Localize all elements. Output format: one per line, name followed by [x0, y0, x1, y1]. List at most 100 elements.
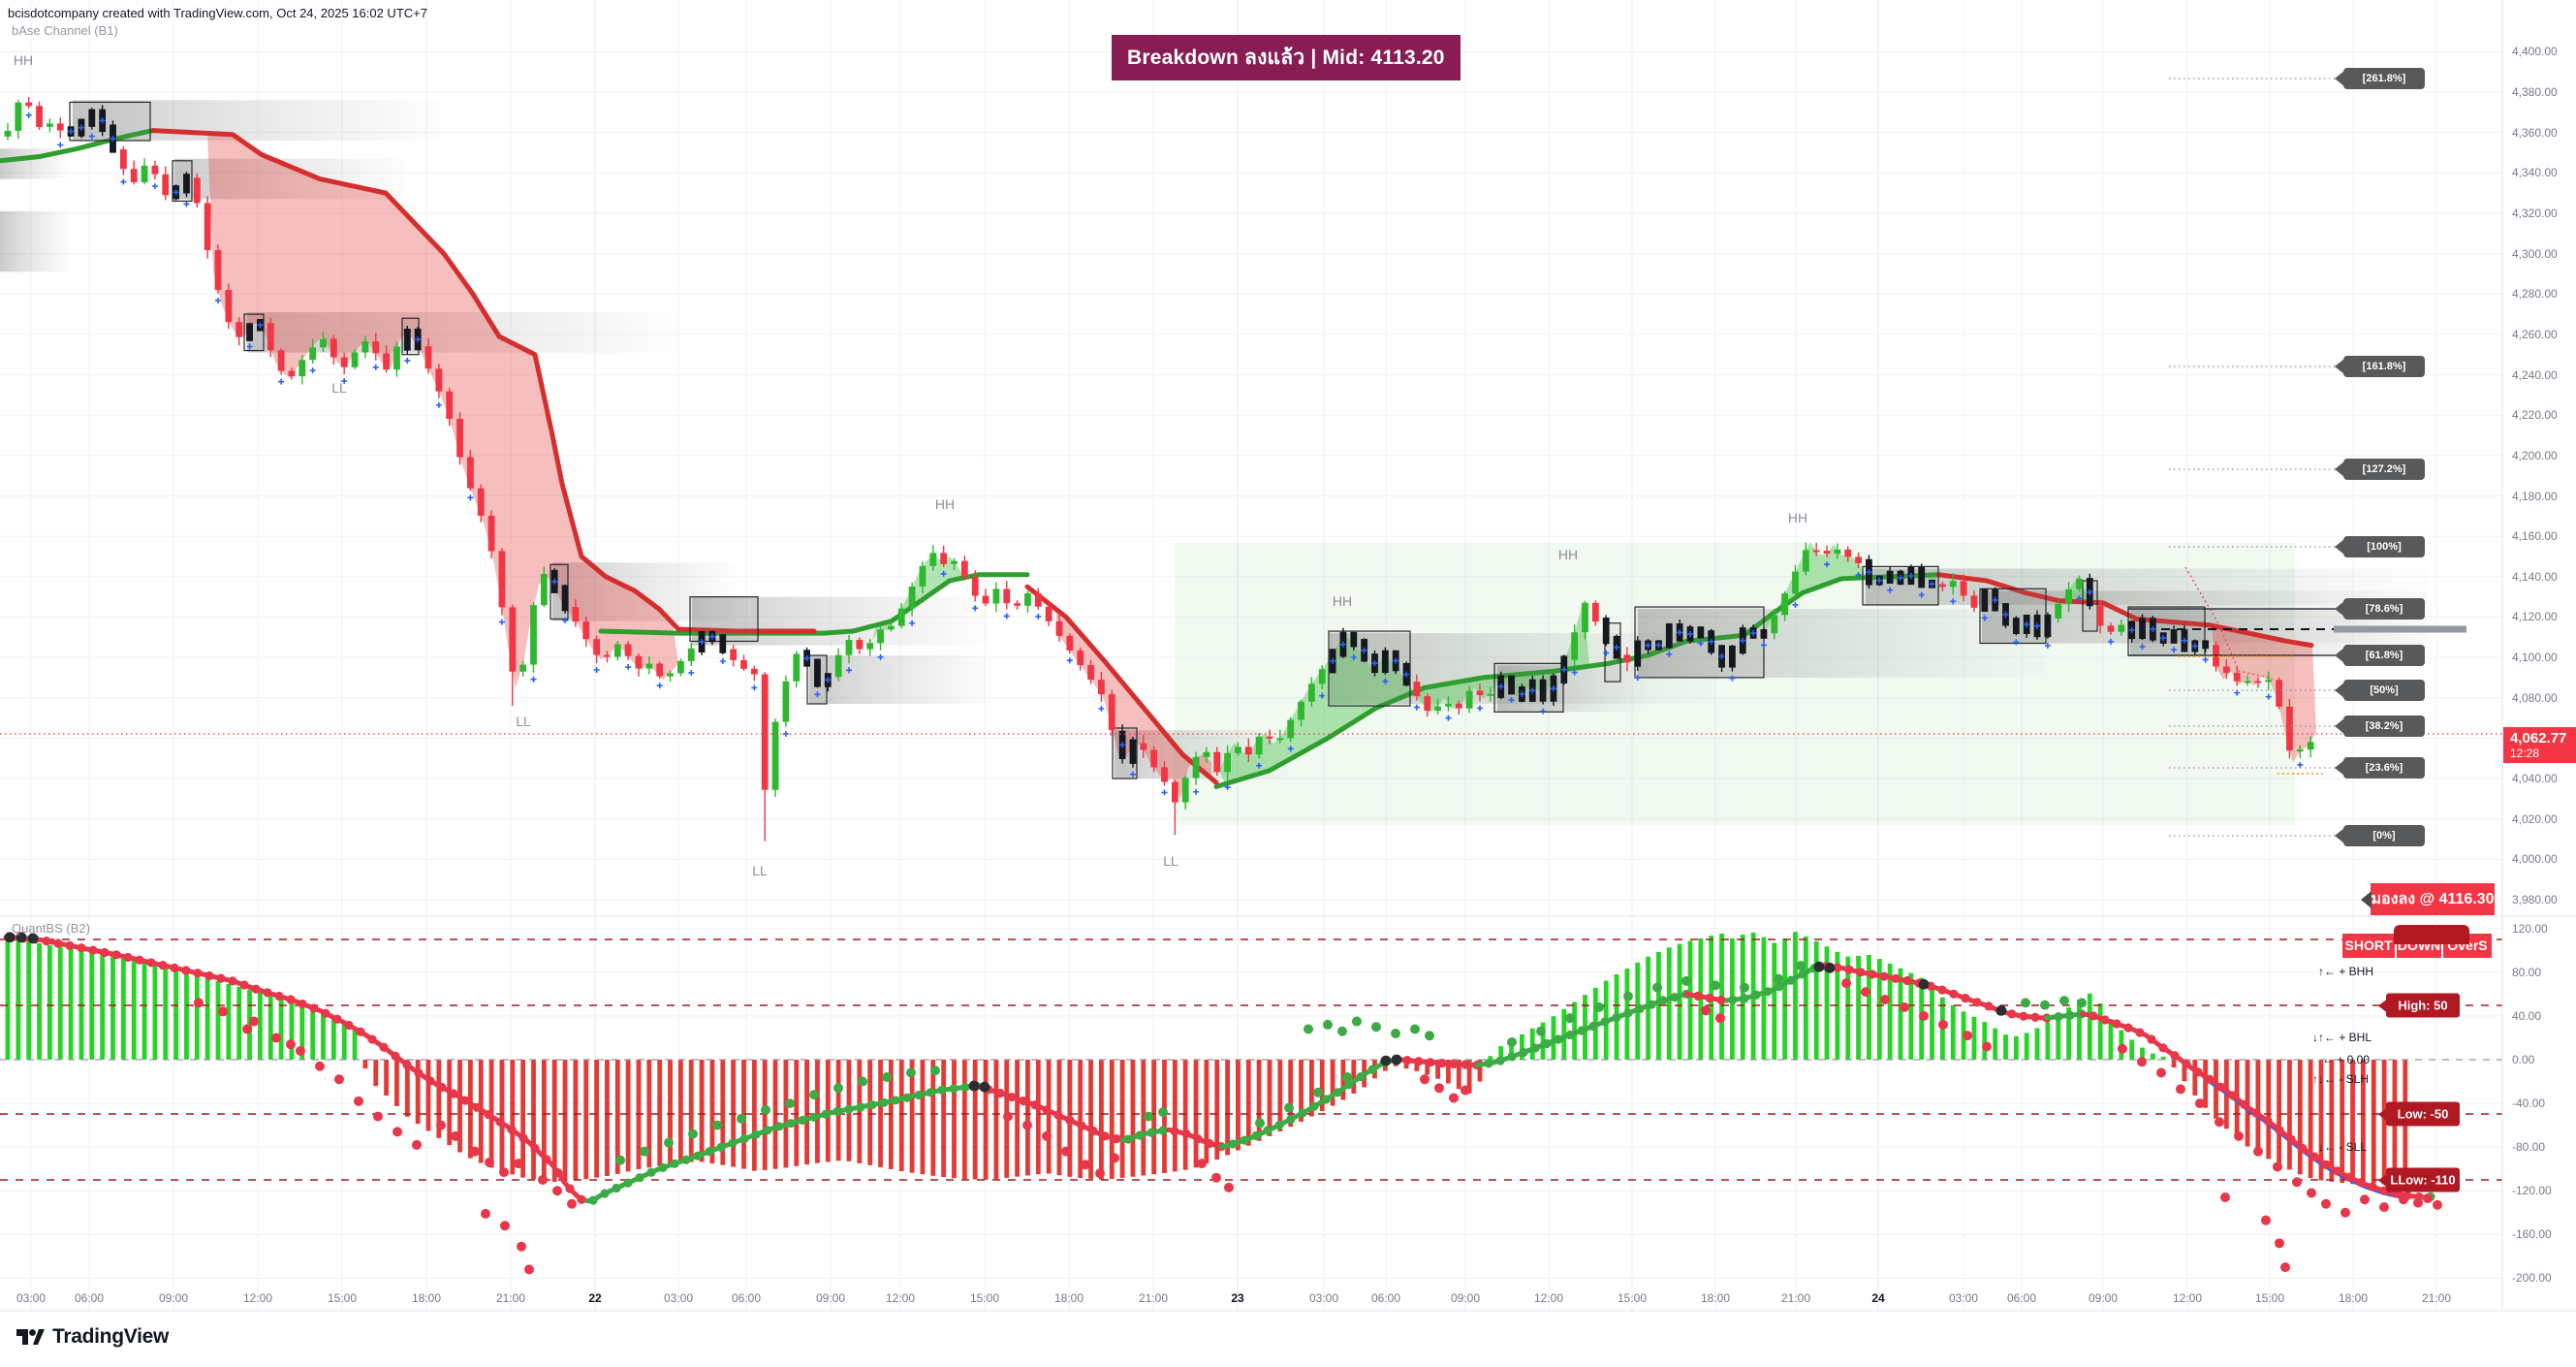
- fib-level-chip: [161.8%]: [2343, 356, 2425, 377]
- swing-label-hh: HH: [1332, 593, 1353, 609]
- bar-countdown: 12:28: [2510, 747, 2540, 760]
- time-axis-tick[interactable]: 09:00: [2088, 1291, 2119, 1305]
- time-axis-tick[interactable]: 21:00: [1780, 1291, 1811, 1305]
- price-axis-tick[interactable]: 4,100.00: [2512, 651, 2558, 665]
- fib-level-chip: [23.6%]: [2343, 757, 2425, 779]
- time-axis-tick[interactable]: 03:00: [16, 1291, 47, 1305]
- price-axis-tick[interactable]: 3,980.00: [2512, 893, 2558, 906]
- price-axis-tick[interactable]: 4,360.00: [2512, 125, 2558, 140]
- price-axis-tick[interactable]: 4,300.00: [2512, 246, 2558, 261]
- price-axis-tick[interactable]: 4,400.00: [2512, 45, 2558, 59]
- time-axis-tick[interactable]: 21:00: [2421, 1291, 2452, 1305]
- time-axis-tick[interactable]: 18:00: [2338, 1291, 2369, 1305]
- swing-label-hh: HH: [13, 52, 34, 68]
- fib-level-chip: [100%]: [2343, 536, 2425, 557]
- price-axis-tick[interactable]: 4,340.00: [2512, 166, 2558, 180]
- fib-level-chip: [38.2%]: [2343, 715, 2425, 737]
- mid-gray-bar: [2334, 625, 2466, 633]
- value-axis-tick[interactable]: -120.00: [2512, 1184, 2552, 1198]
- oscillator-annotation: ↑↓← - SLH: [2312, 1072, 2370, 1086]
- time-axis-tick[interactable]: 09:00: [158, 1291, 189, 1305]
- time-axis-tick[interactable]: 18:00: [1700, 1291, 1731, 1305]
- price-axis-tick[interactable]: 4,000.00: [2512, 852, 2558, 867]
- price-axis-tick[interactable]: 4,080.00: [2512, 690, 2558, 705]
- level-lines: [0, 78, 2502, 837]
- time-axis-tick[interactable]: 09:00: [815, 1291, 846, 1305]
- time-axis-tick[interactable]: 06:00: [74, 1291, 105, 1305]
- current-price-label: 4,062.77 12:28: [2503, 727, 2576, 763]
- oscillator-histogram: [5, 932, 2408, 1187]
- oscillator-annotation: ↓↑← + BHL: [2312, 1031, 2372, 1044]
- price-axis-tick[interactable]: 4,220.00: [2512, 408, 2558, 423]
- price-axis-tick[interactable]: 4,320.00: [2512, 206, 2558, 220]
- time-axis-tick[interactable]: 21:00: [495, 1291, 526, 1305]
- price-axis-tick[interactable]: 4,180.00: [2512, 489, 2558, 503]
- outlook-note-chip: มองลง @ 4116.30: [2371, 883, 2495, 915]
- price-axis-tick[interactable]: 4,020.00: [2512, 811, 2558, 826]
- price-axis-tick[interactable]: 4,240.00: [2512, 367, 2558, 382]
- swing-label-hh: HH: [1557, 547, 1579, 562]
- value-axis-tick[interactable]: 80.00: [2512, 965, 2542, 979]
- time-axis-tick[interactable]: 12:00: [1533, 1291, 1564, 1305]
- time-axis-tick[interactable]: 06:00: [731, 1291, 762, 1305]
- status-chip-short: SHORT: [2342, 934, 2395, 958]
- down-chip-backing-tab: [2394, 925, 2469, 944]
- main-indicator-label[interactable]: bAse Channel (B1): [12, 23, 118, 38]
- price-axis-tick[interactable]: 4,260.00: [2512, 327, 2558, 341]
- time-axis-tick[interactable]: 06:00: [2006, 1291, 2037, 1305]
- fib-level-chip: [78.6%]: [2343, 598, 2425, 620]
- price-axis-tick[interactable]: 4,140.00: [2512, 569, 2558, 584]
- time-axis-tick[interactable]: 12:00: [885, 1291, 916, 1305]
- time-axis-tick[interactable]: 22: [588, 1291, 602, 1305]
- time-axis-tick[interactable]: 03:00: [1948, 1291, 1979, 1305]
- oscillator-level-chip: High: 50: [2386, 993, 2460, 1018]
- price-axis-tick[interactable]: 4,200.00: [2512, 448, 2558, 462]
- value-axis-tick[interactable]: -200.00: [2512, 1271, 2552, 1286]
- fib-level-chip: [0%]: [2343, 825, 2425, 846]
- value-axis-tick[interactable]: 0.00: [2512, 1053, 2535, 1066]
- time-axis-tick[interactable]: 06:00: [1370, 1291, 1401, 1305]
- swing-label-hh: HH: [934, 496, 956, 512]
- time-axis-tick[interactable]: 09:00: [1450, 1291, 1481, 1305]
- oscillator-annotation: ↓← - SLL: [2318, 1140, 2368, 1154]
- time-axis-tick[interactable]: 15:00: [1617, 1291, 1648, 1305]
- price-axis-tick[interactable]: 4,380.00: [2512, 85, 2558, 99]
- swing-label-ll: LL: [1163, 853, 1178, 869]
- value-axis-tick[interactable]: -160.00: [2512, 1227, 2552, 1242]
- current-price-value: 4,062.77: [2510, 730, 2567, 747]
- value-axis-tick[interactable]: -80.00: [2512, 1140, 2546, 1155]
- time-axis-tick[interactable]: 24: [1871, 1291, 1885, 1305]
- lower-indicator-label[interactable]: QuantBS (B2): [12, 921, 90, 936]
- chart-attribution: bcisdotcompany created with TradingView.…: [8, 6, 427, 20]
- price-axis-tick[interactable]: 4,040.00: [2512, 772, 2558, 786]
- time-axis-tick[interactable]: 15:00: [969, 1291, 1000, 1305]
- fib-level-chip: [61.8%]: [2343, 645, 2425, 666]
- time-axis-tick[interactable]: 18:00: [1053, 1291, 1084, 1305]
- time-axis-tick[interactable]: 12:00: [2172, 1291, 2203, 1305]
- time-axis-tick[interactable]: 23: [1231, 1291, 1244, 1305]
- time-axis-tick[interactable]: 12:00: [242, 1291, 273, 1305]
- oscillator-line: [3, 933, 2435, 1205]
- candlesticks: [4, 96, 2314, 842]
- price-axis-tick[interactable]: 4,120.00: [2512, 610, 2558, 624]
- time-axis-tick[interactable]: 03:00: [663, 1291, 694, 1305]
- time-axis-tick[interactable]: 15:00: [327, 1291, 358, 1305]
- value-axis-tick[interactable]: 40.00: [2512, 1008, 2542, 1023]
- tradingview-footer[interactable]: TradingView: [16, 1322, 169, 1351]
- time-axis-tick[interactable]: 21:00: [1138, 1291, 1169, 1305]
- time-axis-tick[interactable]: 03:00: [1308, 1291, 1339, 1305]
- moving-average-lines: [0, 128, 2314, 789]
- swing-label-ll: LL: [331, 380, 347, 396]
- tradingview-logo-icon: [16, 1329, 45, 1345]
- fib-level-chip: [127.2%]: [2343, 459, 2425, 480]
- value-axis-tick[interactable]: 120.00: [2512, 921, 2548, 936]
- time-axis-tick[interactable]: 15:00: [2254, 1291, 2285, 1305]
- time-axis-tick[interactable]: 18:00: [411, 1291, 442, 1305]
- swing-label-ll: LL: [516, 714, 531, 729]
- price-axis-tick[interactable]: 4,280.00: [2512, 287, 2558, 302]
- price-axis-tick[interactable]: 4,160.00: [2512, 529, 2558, 544]
- value-axis-tick[interactable]: -40.00: [2512, 1097, 2546, 1111]
- swing-label-hh: HH: [1787, 510, 1808, 525]
